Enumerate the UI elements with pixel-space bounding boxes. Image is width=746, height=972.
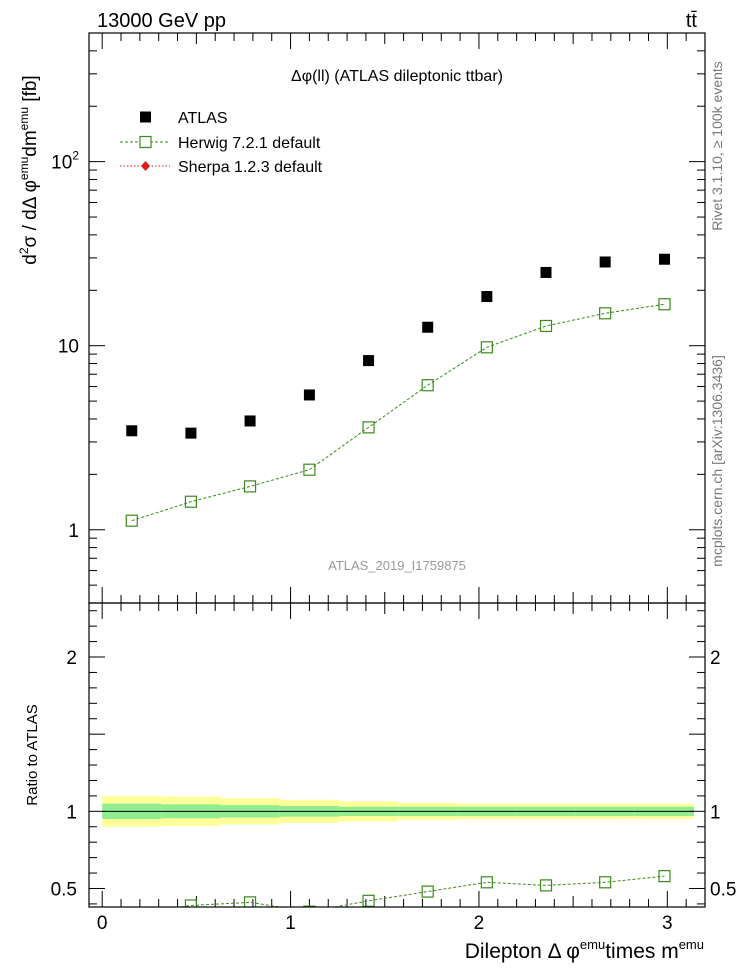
legend-marker-herwig (139, 135, 152, 149)
legend-marker-atlas (140, 111, 151, 123)
ratio-y-tick-label-right: 0.5 (710, 879, 736, 900)
legend-entry: ATLAS (140, 110, 228, 127)
ratio-ylabel: Ratio to ATLAS (24, 704, 41, 805)
herwig-ratio-point (303, 905, 316, 907)
ratio-y-tick-label-right: 2 (710, 648, 721, 669)
legend-entry: Sherpa 1.2.3 default (120, 159, 323, 176)
main-panel: 1 10 102 Δφ(ll) (ATLAS dileptonic ttbar) A… (17, 32, 706, 604)
herwig-ratio-point (599, 876, 612, 889)
ratio-y-tick-label: 0.5 (51, 879, 77, 900)
main-ylabel: d2σ / dΔ φemudmemu [fb] (17, 75, 41, 264)
legend-label: Herwig 7.2.1 default (178, 135, 321, 152)
herwig-point (658, 298, 671, 311)
atlas-point (481, 291, 493, 303)
legend-entry: Herwig 7.2.1 default (120, 135, 321, 152)
rivet-label: Rivet 3.1.10, ≥ 100k events (709, 61, 725, 231)
herwig-series-line (131, 303, 665, 522)
atlas-point (126, 425, 138, 437)
x-tick-label: 2 (474, 913, 485, 934)
atlas-point (244, 415, 256, 427)
ratio-y-tick-label-right: 1 (710, 802, 721, 823)
x-axis-label: Dilepton Δ φemutimes memu (465, 937, 704, 963)
herwig-ratio-point (421, 885, 434, 898)
atlas-point (658, 253, 670, 265)
herwig-point (539, 319, 553, 333)
atlas-point (185, 427, 197, 439)
herwig-ratio-point (539, 879, 553, 892)
herwig-ratio-point (243, 896, 257, 907)
analysis-id: ATLAS_2019_I1759875 (328, 558, 466, 573)
atlas-point (363, 355, 375, 367)
herwig-point (184, 495, 198, 508)
ratio-frame (88, 602, 706, 908)
main-title: Δφ(ll) (ATLAS dileptonic ttbar) (291, 68, 503, 85)
herwig-ratio-point (184, 899, 198, 907)
ratio-ticks: 0.5 0.5 1 1 2 2 0 1 2 3 (51, 603, 736, 934)
ratio-panel: 0.5 0.5 1 1 2 2 0 1 2 3 Ratio to ATLAS Dilepton Δ… (24, 602, 736, 963)
herwig-ratio-point (126, 909, 137, 920)
herwig-point (362, 421, 375, 434)
legend-label: ATLAS (178, 110, 228, 127)
energy-label: 13000 GeV pp (97, 10, 226, 32)
herwig-point (480, 341, 493, 354)
herwig-ratio-point (362, 894, 375, 907)
y-tick-label: 1 (68, 521, 79, 542)
x-tick-label: 1 (285, 913, 296, 934)
ratio-y-tick-label: 2 (66, 648, 77, 669)
x-tick-label: 3 (662, 913, 673, 934)
mcplots-label: mcplots.cern.ch [arXiv:1306.3436] (709, 355, 725, 567)
ratio-y-tick-label: 1 (66, 802, 77, 823)
main-ticks: 1 10 102 (51, 32, 706, 604)
herwig-point (599, 307, 612, 320)
legend-marker-sherpa (141, 161, 150, 171)
atlas-point (540, 266, 552, 278)
atlas-point (599, 256, 611, 268)
herwig-ratio-point (480, 876, 493, 889)
legend-label: Sherpa 1.2.3 default (178, 159, 323, 176)
atlas-point (422, 321, 434, 333)
herwig-point (243, 480, 257, 493)
process-label: tt̄ (686, 10, 698, 32)
legend: ATLAS Herwig 7.2.1 default Sherpa 1.2.3 de… (120, 110, 323, 176)
herwig-point (125, 514, 138, 527)
herwig-ratio-line (177, 875, 665, 907)
herwig-point (421, 379, 434, 392)
x-tick-label: 0 (97, 913, 108, 934)
atlas-point (303, 389, 315, 401)
herwig-ratio-point (658, 870, 671, 883)
y-tick-label: 10 (58, 337, 79, 358)
y-tick-label: 102 (51, 149, 79, 174)
herwig-point (303, 463, 316, 476)
